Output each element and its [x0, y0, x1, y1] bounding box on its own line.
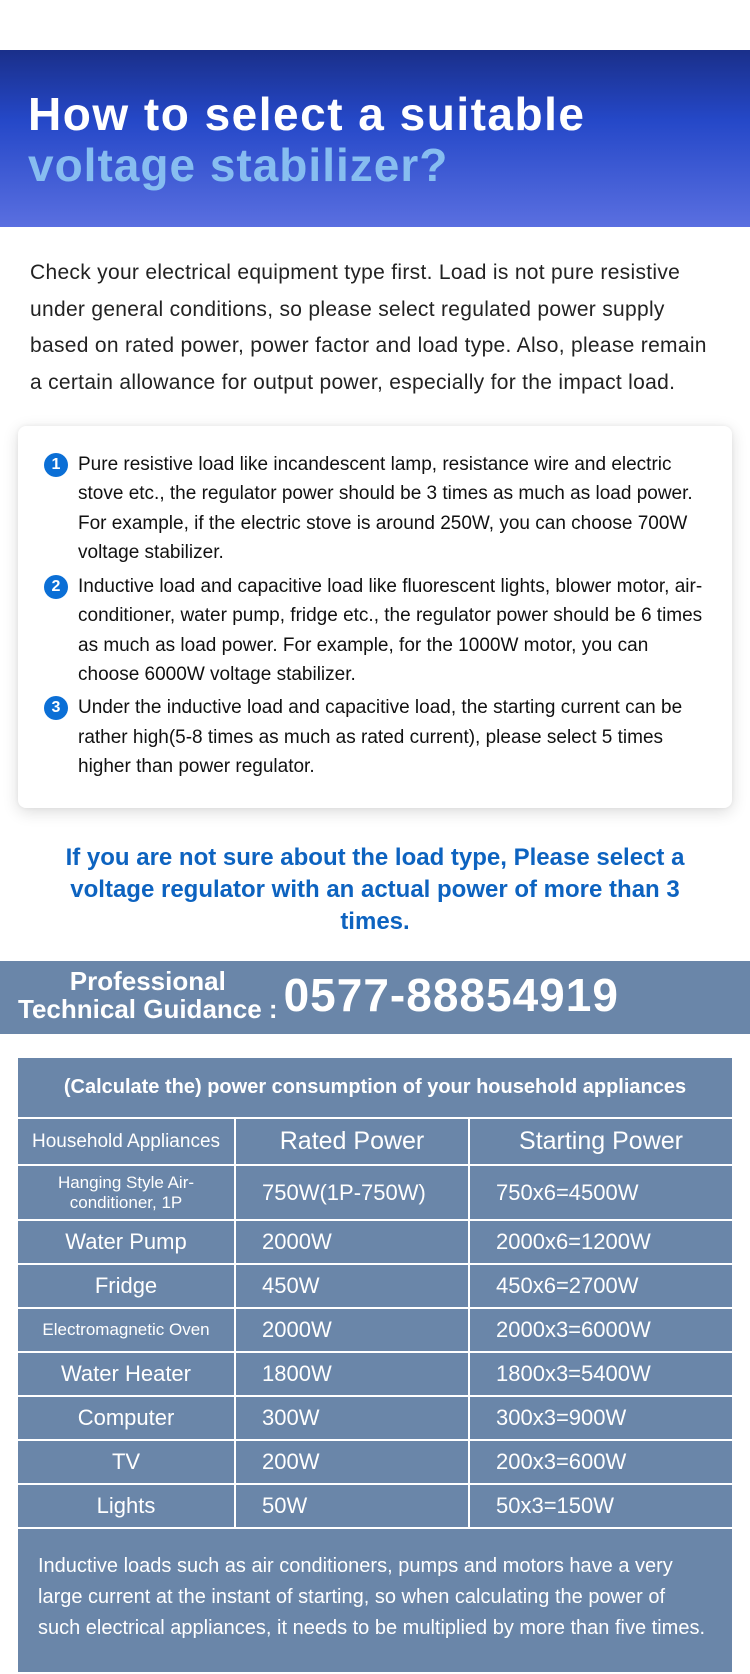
- cell-starting-power: 50x3=150W: [470, 1485, 732, 1529]
- hero-title-line2: voltage stabilizer?: [28, 140, 722, 191]
- table-title: (Calculate the) power consumption of you…: [18, 1058, 732, 1119]
- bullet-number-icon: 1: [44, 453, 68, 477]
- table-row: Computer300W300x3=900W: [18, 1397, 732, 1441]
- guidance-phone: 0577-88854919: [284, 968, 619, 1022]
- table-row: Hanging Style Air-conditioner, 1P750W(1P…: [18, 1166, 732, 1221]
- cell-starting-power: 2000x6=1200W: [470, 1221, 732, 1265]
- bullet-text: Under the inductive load and capacitive …: [78, 693, 706, 781]
- guidance-label: Professional Technical Guidance :: [18, 967, 278, 1024]
- table-row: TV200W200x3=600W: [18, 1441, 732, 1485]
- cell-appliance: Computer: [18, 1397, 236, 1441]
- cell-appliance: Fridge: [18, 1265, 236, 1309]
- cell-appliance: Electromagnetic Oven: [18, 1309, 236, 1353]
- table-row: Lights50W50x3=150W: [18, 1485, 732, 1529]
- cell-appliance: TV: [18, 1441, 236, 1485]
- cell-appliance: Hanging Style Air-conditioner, 1P: [18, 1166, 236, 1221]
- cell-rated-power: 2000W: [236, 1309, 470, 1353]
- note-callout: If you are not sure about the load type,…: [0, 820, 750, 961]
- table-col-starting: Starting Power: [470, 1119, 732, 1166]
- cell-starting-power: 750x6=4500W: [470, 1166, 732, 1221]
- cell-rated-power: 1800W: [236, 1353, 470, 1397]
- cell-appliance: Lights: [18, 1485, 236, 1529]
- cell-starting-power: 200x3=600W: [470, 1441, 732, 1485]
- bullet-item: 3 Under the inductive load and capacitive…: [44, 693, 706, 781]
- table-row: Water Heater1800W1800x3=5400W: [18, 1353, 732, 1397]
- cell-rated-power: 50W: [236, 1485, 470, 1529]
- table-row: Fridge450W450x6=2700W: [18, 1265, 732, 1309]
- cell-starting-power: 450x6=2700W: [470, 1265, 732, 1309]
- cell-rated-power: 750W(1P-750W): [236, 1166, 470, 1221]
- cell-starting-power: 300x3=900W: [470, 1397, 732, 1441]
- table-col-rated: Rated Power: [236, 1119, 470, 1166]
- hero-title-line1: How to select a suitable: [28, 90, 722, 138]
- bullet-item: 1 Pure resistive load like incandescent l…: [44, 450, 706, 568]
- intro-paragraph: Check your electrical equipment type fir…: [0, 227, 750, 420]
- bullet-number-icon: 3: [44, 696, 68, 720]
- cell-rated-power: 200W: [236, 1441, 470, 1485]
- cell-appliance: Water Heater: [18, 1353, 236, 1397]
- guidance-label-line1: Professional: [70, 966, 226, 996]
- guidance-bar: Professional Technical Guidance : 0577-8…: [0, 961, 750, 1034]
- cell-rated-power: 450W: [236, 1265, 470, 1309]
- hero-banner: How to select a suitable voltage stabili…: [0, 50, 750, 227]
- cell-rated-power: 300W: [236, 1397, 470, 1441]
- guidelines-card: 1 Pure resistive load like incandescent l…: [18, 426, 732, 808]
- table-col-appliance: Household Appliances: [18, 1119, 236, 1166]
- table-header-row: Household Appliances Rated Power Startin…: [18, 1119, 732, 1166]
- guidance-label-line2: Technical Guidance :: [18, 994, 278, 1024]
- table-row: Electromagnetic Oven2000W2000x3=6000W: [18, 1309, 732, 1353]
- table-row: Water Pump2000W2000x6=1200W: [18, 1221, 732, 1265]
- bullet-text: Pure resistive load like incandescent la…: [78, 450, 706, 568]
- cell-starting-power: 2000x3=6000W: [470, 1309, 732, 1353]
- power-table: (Calculate the) power consumption of you…: [16, 1056, 734, 1674]
- bullet-text: Inductive load and capacitive load like …: [78, 572, 706, 690]
- table-footer-note: Inductive loads such as air conditioners…: [18, 1529, 732, 1672]
- cell-rated-power: 2000W: [236, 1221, 470, 1265]
- bullet-item: 2 Inductive load and capacitive load like…: [44, 572, 706, 690]
- cell-starting-power: 1800x3=5400W: [470, 1353, 732, 1397]
- cell-appliance: Water Pump: [18, 1221, 236, 1265]
- bullet-number-icon: 2: [44, 575, 68, 599]
